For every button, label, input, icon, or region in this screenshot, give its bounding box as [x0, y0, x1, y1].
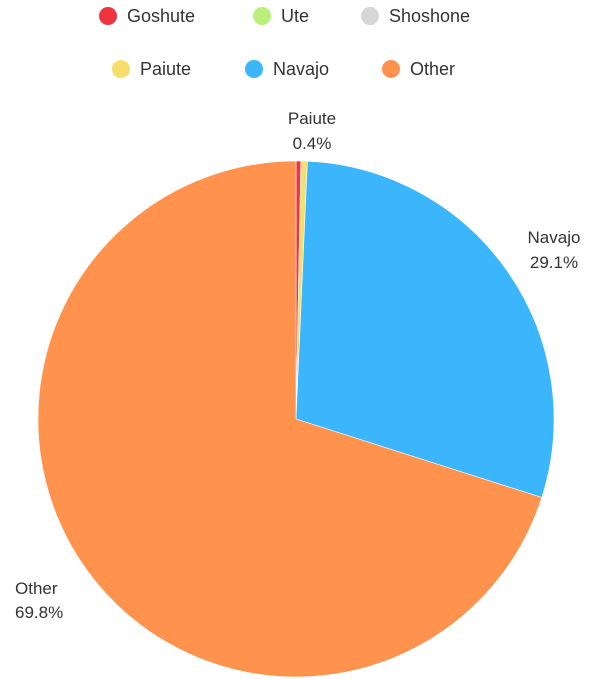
- slice-labels: Paiute 0.4% Navajo 29.1% Other 69.8%: [15, 109, 580, 622]
- pie-slices: [37, 160, 555, 678]
- legend-item-navajo[interactable]: Navajo: [245, 59, 329, 79]
- data-label-name-other: Other: [15, 579, 58, 598]
- legend-label-shoshone: Shoshone: [389, 6, 470, 26]
- legend-item-goshute[interactable]: Goshute: [99, 6, 195, 26]
- data-label-value-navajo: 29.1%: [530, 253, 578, 272]
- legend-marker-ute: [253, 7, 271, 25]
- legend-marker-goshute: [99, 7, 117, 25]
- legend-marker-other: [382, 60, 400, 78]
- legend-label-paiute: Paiute: [140, 59, 191, 79]
- legend-item-shoshone[interactable]: Shoshone: [361, 6, 470, 26]
- legend-marker-shoshone: [361, 7, 379, 25]
- data-label-name-navajo: Navajo: [528, 228, 581, 247]
- data-label-value-other: 69.8%: [15, 603, 63, 622]
- data-label-name-paiute: Paiute: [288, 109, 336, 128]
- legend-label-other: Other: [410, 59, 455, 79]
- legend: Goshute Ute Shoshone Paiute Navajo Other: [99, 6, 470, 79]
- data-label-value-paiute: 0.4%: [293, 134, 332, 153]
- legend-label-goshute: Goshute: [127, 6, 195, 26]
- legend-item-other[interactable]: Other: [382, 59, 455, 79]
- legend-marker-paiute: [112, 60, 130, 78]
- legend-label-navajo: Navajo: [273, 59, 329, 79]
- legend-item-paiute[interactable]: Paiute: [112, 59, 191, 79]
- legend-marker-navajo: [245, 60, 263, 78]
- data-label-paiute: Paiute 0.4%: [288, 109, 336, 153]
- legend-item-ute[interactable]: Ute: [253, 6, 309, 26]
- pie-slice-other[interactable]: [37, 160, 543, 678]
- legend-label-ute: Ute: [281, 6, 309, 26]
- data-label-other: Other 69.8%: [15, 579, 63, 622]
- pie-slice-navajo[interactable]: [295, 160, 555, 498]
- data-label-navajo: Navajo 29.1%: [528, 228, 581, 272]
